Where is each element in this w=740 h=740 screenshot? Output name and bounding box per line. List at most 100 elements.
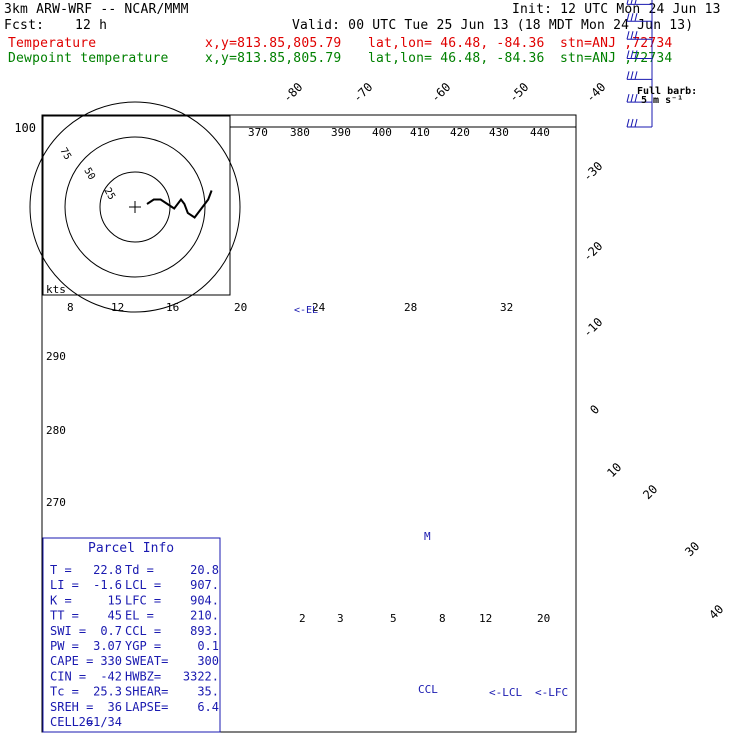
parcel-info-cell: SWEAT= <box>125 654 168 668</box>
parcel-info-cell: 210. <box>190 609 219 623</box>
dry-adiabat <box>0 0 740 127</box>
hodograph-ring-label: 75 <box>57 146 73 162</box>
parcel-info-cell: 261/34 <box>79 715 122 729</box>
parcel-info-cell: TT = <box>50 609 79 623</box>
wind-barb <box>626 71 652 80</box>
parcel-info-cell: LAPSE= <box>125 700 168 714</box>
hodograph-ring-label: 50 <box>81 166 97 182</box>
temperature-legend-latlon: lat,lon= 46.48, -84.36 <box>368 36 545 51</box>
parcel-info-cell: PW = <box>50 639 79 653</box>
wind-barb-flag <box>630 13 634 22</box>
wind-barb-flag <box>634 118 638 128</box>
forecast-label: Fcst: <box>4 18 45 33</box>
lcl-marker: <-LCL <box>489 686 522 699</box>
theta-side-label: 290 <box>46 350 66 363</box>
wind-barb <box>626 94 652 103</box>
theta-label: 380 <box>290 126 310 139</box>
parcel-info-panel <box>42 537 221 733</box>
parcel-info-cell: CIN = <box>50 669 86 683</box>
dry-adiabat <box>0 0 141 127</box>
isotherm-label: -70 <box>350 80 375 105</box>
parcel-info-cell: 6.4 <box>197 700 219 714</box>
wind-barb-flag <box>634 13 638 22</box>
parcel-info-cell: HWBZ= <box>125 669 161 683</box>
grid-clip <box>0 0 740 128</box>
wind-barb-flag <box>630 0 633 5</box>
temperature-legend-name: Temperature <box>8 36 97 51</box>
dewpoint-legend-xy: x,y=813.85,805.79 <box>205 51 342 66</box>
parcel-info-cell: 0.1 <box>197 639 219 653</box>
dry-adiabat <box>0 0 643 127</box>
isotherm-line <box>0 0 74 127</box>
hodograph-panel <box>42 115 231 296</box>
parcel-info-cell: 45 <box>108 609 122 623</box>
dry-adiabat <box>0 0 740 127</box>
theta-label: 420 <box>450 126 470 139</box>
mixing-ratio-label: 5 <box>390 612 397 625</box>
isotherm-line <box>48 115 62 128</box>
dry-adiabat <box>0 0 740 127</box>
wind-barb-flag <box>626 0 629 5</box>
mixing-ratio-label: 8 <box>439 612 446 625</box>
dry-adiabat <box>0 0 740 127</box>
dewpoint-legend-latlon: lat,lon= 46.48, -84.36 <box>368 51 545 66</box>
m-marker: M <box>424 530 431 543</box>
dry-adiabat <box>0 0 740 127</box>
dry-adiabat <box>0 0 740 127</box>
parcel-info-cell: -1.6 <box>93 578 122 592</box>
isotherm-line <box>0 0 239 127</box>
wind-barb-flag <box>626 50 630 59</box>
valid-time: Valid: 00 UTC Tue 25 Jun 13 (18 MDT Mon … <box>292 18 694 33</box>
wind-barb-flag <box>630 71 634 80</box>
dry-adiabat <box>0 0 740 127</box>
dry-adiabat <box>0 0 252 127</box>
dry-adiabat <box>0 0 740 127</box>
parcel-info-cell: 3322. <box>183 669 219 683</box>
wind-barb-flag <box>634 71 638 80</box>
isotherm-label: 40 <box>706 602 726 622</box>
parcel-info-cell: 0.7 <box>100 624 122 638</box>
temperature-profile <box>0 0 555 127</box>
lfc-marker: <-LFC <box>535 686 568 699</box>
wind-barb-flag <box>634 0 637 5</box>
dry-adiabat <box>0 0 740 127</box>
dry-adiabat <box>0 0 740 127</box>
dry-adiabat <box>0 0 587 127</box>
barb-legend-units: 5 m s⁻¹ <box>641 95 683 106</box>
hodograph-units: kts <box>46 283 66 296</box>
wind-barb-flag <box>634 31 638 40</box>
parcel-info-cell: CELL = <box>50 715 93 729</box>
parcel-info-cell: SHEAR= <box>125 685 168 699</box>
mixing-ratio-label: 24 <box>312 301 326 314</box>
wind-barb <box>626 0 652 5</box>
mixing-ratio-label: 2 <box>299 612 306 625</box>
mixing-ratio-label: 20 <box>537 612 550 625</box>
temperature-legend-xy: x,y=813.85,805.79 <box>205 36 342 51</box>
dry-adiabat <box>0 0 740 127</box>
wind-barb-flag <box>626 94 630 103</box>
theta-label: 390 <box>331 126 351 139</box>
parcel-info-cell: LFC = <box>125 593 161 607</box>
dry-adiabat <box>0 0 740 127</box>
dry-adiabat <box>0 0 740 127</box>
sounding-curves <box>0 0 555 127</box>
parcel-info-cell: Td = <box>125 563 154 577</box>
isotherm-line <box>103 115 117 128</box>
wind-barbs <box>626 0 653 128</box>
forecast-hours: 12 h <box>75 18 108 33</box>
dry-adiabat <box>0 0 740 127</box>
parcel-info-cell: CAPE = <box>50 654 93 668</box>
mixing-ratio-label: 12 <box>479 612 492 625</box>
parcel-info-cell: -42 <box>100 669 122 683</box>
parcel-info-cell: T = <box>50 563 72 577</box>
wind-barb <box>626 31 652 40</box>
dry-adiabat <box>0 0 364 127</box>
theta-label: 400 <box>372 126 392 139</box>
wind-barb-flag <box>626 31 630 40</box>
theta-label: 370 <box>248 126 268 139</box>
dry-adiabat <box>0 0 740 127</box>
wind-barb-flag <box>634 94 638 103</box>
mixing-ratio-label: 12 <box>111 301 124 314</box>
wind-barb-flag <box>630 31 634 40</box>
